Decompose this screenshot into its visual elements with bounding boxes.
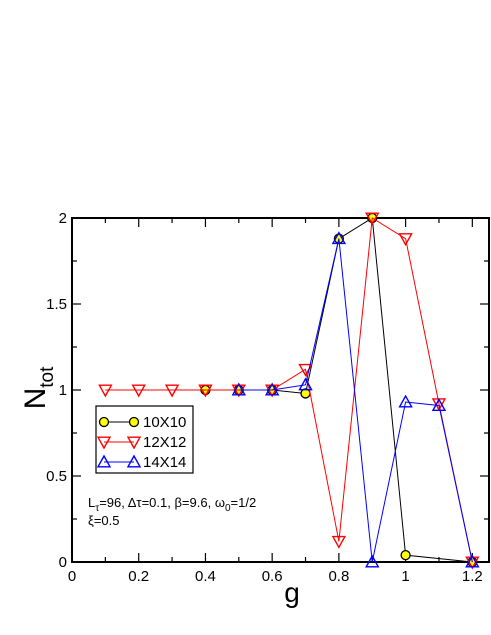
legend-marker (96, 454, 112, 468)
legend-marker (96, 436, 112, 450)
data-point (400, 549, 411, 561)
y-axis-title: Ntot (19, 366, 58, 410)
legend-marker (126, 436, 142, 450)
legend: 10X10 12X12 14X14 (95, 405, 194, 474)
data-point (164, 384, 180, 398)
data-point (365, 212, 380, 226)
legend-entry: 14X14 (96, 454, 186, 471)
legend-marker (128, 416, 140, 428)
annotation-params-main: =96, Δτ=0.1, β=9.6, ω (99, 495, 225, 510)
y-axis-title-main: N (19, 388, 52, 410)
series-12X12 (98, 212, 480, 570)
x-tick-label: 0.4 (195, 568, 216, 585)
data-point (231, 382, 246, 396)
x-tick-label: 0.6 (262, 568, 283, 585)
annotation-params: Lτ=96, Δτ=0.1, β=9.6, ω0=1/2 (88, 495, 256, 514)
data-point (365, 554, 380, 568)
data-point (198, 384, 213, 398)
data-point (131, 384, 146, 398)
legend-entry: 12X12 (96, 434, 186, 451)
legend-marker (98, 416, 110, 428)
y-tick-label: 0 (59, 554, 67, 571)
data-point (98, 384, 113, 398)
legend-marker (126, 454, 142, 468)
data-point (331, 231, 347, 245)
legend-label: 14X14 (143, 454, 186, 471)
annotation-l: L (88, 495, 95, 510)
x-tick-label: 1 (401, 568, 409, 585)
x-tick-label: 0.2 (128, 568, 149, 585)
data-point (398, 394, 413, 408)
y-axis-title-sub: tot (37, 366, 58, 388)
y-tick-label: 0.5 (46, 468, 67, 485)
legend-label: 10X10 (143, 414, 186, 431)
series-line (238, 238, 473, 563)
series-14X14 (231, 231, 480, 568)
data-point (398, 233, 413, 247)
data-point (264, 382, 280, 396)
x-tick-label: 1.2 (462, 568, 483, 585)
axis-ticks: 0 0.2 0.4 0.6 0.8 1 1.2 0 0.5 1 1.5 2 (46, 210, 489, 585)
annotation-omega-value: =1/2 (231, 495, 257, 510)
data-point (298, 377, 313, 391)
x-axis-title: g (284, 577, 300, 608)
annotation-xi: ξ=0.5 (88, 513, 119, 528)
data-point (465, 554, 480, 568)
series-line (105, 217, 473, 563)
data-point (431, 398, 447, 411)
data-point (331, 535, 347, 549)
y-tick-label: 1 (59, 382, 67, 399)
annotation-omega-sub: 0 (225, 503, 231, 514)
annotation-l-sub: τ (95, 503, 99, 514)
legend-entry: 10X10 (98, 414, 186, 431)
legend-label: 12X12 (143, 434, 186, 451)
y-tick-label: 1.5 (46, 296, 67, 313)
y-tick-label: 2 (59, 210, 67, 227)
series-layer (98, 212, 480, 570)
x-tick-label: 0 (68, 568, 76, 585)
x-tick-label: 0.8 (328, 568, 349, 585)
